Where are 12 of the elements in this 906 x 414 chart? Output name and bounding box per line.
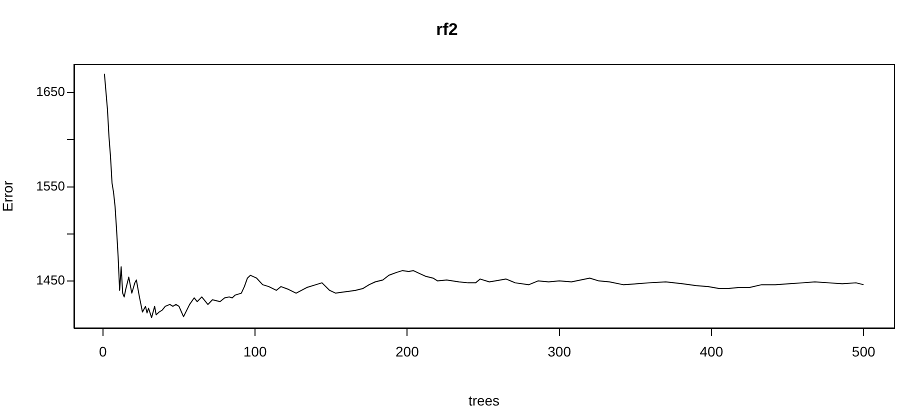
y-axis-title: Error <box>0 180 16 212</box>
y-tick-label: 1450 <box>36 272 65 288</box>
y-tick-label: 1650 <box>36 84 65 100</box>
x-tick-label: 500 <box>852 343 876 360</box>
x-tick-label: 100 <box>243 343 267 360</box>
y-tick-label: 1550 <box>36 178 65 194</box>
x-tick-label: 200 <box>395 343 420 360</box>
x-tick-label: 0 <box>99 343 108 360</box>
chart-title: rf2 <box>436 20 458 39</box>
x-tick-label: 300 <box>548 343 572 360</box>
x-tick-label: 400 <box>700 343 724 360</box>
x-axis-title: trees <box>468 392 500 408</box>
